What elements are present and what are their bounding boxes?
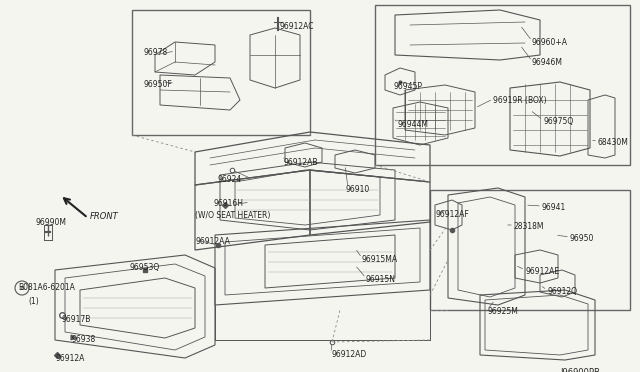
Text: 96946M: 96946M	[532, 58, 563, 67]
Text: 96953Q: 96953Q	[130, 263, 160, 272]
Text: 96912Q: 96912Q	[547, 287, 577, 296]
Text: 96978: 96978	[143, 48, 167, 57]
Text: 96975Q: 96975Q	[543, 117, 573, 126]
Text: 96960+A: 96960+A	[532, 38, 568, 47]
Text: 96912AC: 96912AC	[280, 22, 314, 31]
Text: 68430M: 68430M	[598, 138, 629, 147]
Text: 96938: 96938	[72, 335, 96, 344]
Text: J96900PB: J96900PB	[560, 368, 600, 372]
Text: 96915MA: 96915MA	[362, 255, 398, 264]
Text: B: B	[20, 285, 24, 291]
Text: 96915N: 96915N	[366, 275, 396, 284]
Text: 96912AF: 96912AF	[436, 210, 470, 219]
Text: 96912AD: 96912AD	[331, 350, 366, 359]
Text: 96919R (BOX): 96919R (BOX)	[493, 96, 547, 105]
Text: B081A6-6201A: B081A6-6201A	[18, 283, 75, 292]
Text: 96945P: 96945P	[393, 82, 422, 91]
Text: 96912AE: 96912AE	[525, 267, 559, 276]
Text: 96950: 96950	[570, 234, 595, 243]
Text: 96912AB: 96912AB	[283, 158, 317, 167]
Text: FRONT: FRONT	[90, 212, 119, 221]
Text: 96910: 96910	[345, 185, 369, 194]
Text: 96916H: 96916H	[213, 199, 243, 208]
Text: 96990M: 96990M	[35, 218, 66, 227]
Text: 28318M: 28318M	[514, 222, 545, 231]
Text: (1): (1)	[28, 297, 39, 306]
Text: 96925M: 96925M	[487, 307, 518, 316]
Bar	[132, 10, 310, 135]
Text: 96912A: 96912A	[56, 354, 85, 363]
Text: 96912AA: 96912AA	[196, 237, 231, 246]
Text: 96941: 96941	[542, 203, 566, 212]
Text: 96944M: 96944M	[398, 120, 429, 129]
Bar	[430, 190, 630, 310]
Bar	[375, 5, 630, 165]
Text: (W/O SEAT HEATER): (W/O SEAT HEATER)	[195, 211, 270, 220]
Text: 96917B: 96917B	[61, 315, 90, 324]
Text: 96924: 96924	[218, 175, 243, 184]
Text: 96950F: 96950F	[143, 80, 172, 89]
